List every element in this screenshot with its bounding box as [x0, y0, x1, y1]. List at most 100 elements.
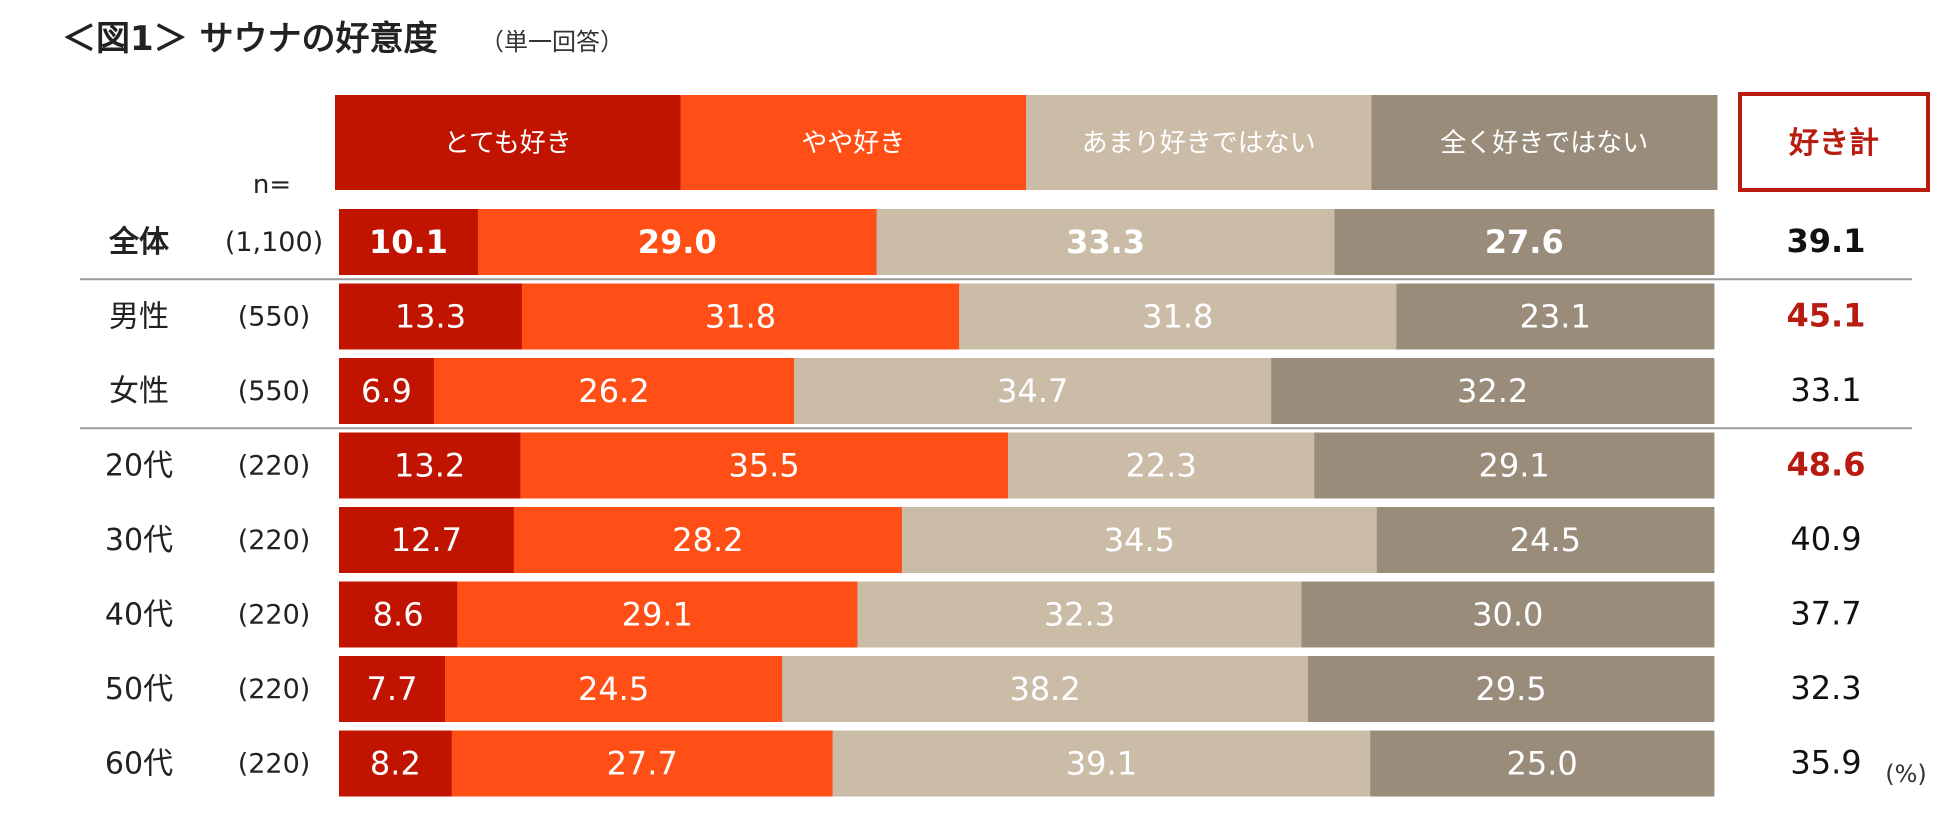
row-total: 48.6: [1787, 446, 1866, 484]
legend-label-4: 全く好きではない: [1440, 129, 1648, 159]
bar-value-label: 29.0: [638, 223, 717, 261]
bar-segment-1: [339, 730, 453, 797]
bar-value-label: 38.2: [1009, 670, 1080, 708]
bar-value-label: 34.7: [997, 372, 1068, 410]
bar-segment-1: [339, 432, 521, 499]
bar-value-label: 35.5: [729, 447, 800, 485]
bar-value-label: 12.7: [391, 521, 462, 559]
bar-value-label: 13.3: [395, 298, 466, 336]
bar-segment-2: [513, 507, 903, 573]
bar-segment-1: [339, 656, 446, 722]
bar-value-label: 31.8: [1142, 298, 1213, 336]
bar-segment-4: [1396, 283, 1715, 350]
bar-value-label: 26.2: [578, 372, 649, 410]
bar-value-label: 32.2: [1457, 372, 1528, 410]
row-total: 35.9: [1790, 744, 1861, 782]
bar-value-label: 24.5: [1510, 521, 1581, 559]
bar-value-label: 32.3: [1044, 596, 1115, 634]
bar-value-label: 6.9: [361, 372, 412, 410]
row-label: 男性: [109, 300, 169, 335]
legend-label-1: とても好き: [444, 129, 572, 159]
bar-value-label: 31.8: [705, 298, 776, 336]
bar-value-label: 10.1: [369, 223, 448, 261]
bar-segment-3: [857, 581, 1302, 648]
bar-value-label: 29.1: [1479, 447, 1550, 485]
row-total: 39.1: [1787, 222, 1866, 260]
bar-segment-2: [477, 209, 878, 275]
row-n: (1,100): [225, 227, 323, 258]
bar-segment-4: [1301, 581, 1715, 648]
total-header-box: [1738, 92, 1930, 192]
row-total: 37.7: [1790, 595, 1861, 633]
row-8: 60代 (220) 8.2 27.7 39.1 25.0 35.9: [105, 730, 1862, 797]
bar-value-label: 8.6: [373, 596, 424, 634]
bar-segment-1: [339, 581, 458, 648]
legend-swatch-4: [1371, 95, 1718, 190]
legend-swatch-1: [335, 95, 681, 190]
row-label: 女性: [109, 374, 169, 409]
bar-value-label: 28.2: [672, 521, 743, 559]
bar-value-label: 27.7: [607, 745, 678, 783]
chart-title: ＜図1＞ サウナの好意度: [62, 19, 438, 59]
chart-rows: 全体 (1,100) 10.1 29.0 33.3 27.6 39.1 男性 (550) 13.3…: [80, 209, 1912, 797]
row-total: 33.1: [1790, 371, 1861, 409]
bar-segment-3: [959, 283, 1397, 350]
row-n: (220): [238, 600, 311, 631]
bar-segment-3: [794, 358, 1272, 424]
bar-segment-2: [520, 432, 1009, 499]
row-label: 40代: [105, 598, 173, 633]
row-label: 50代: [105, 672, 173, 707]
bar-value-label: 25.0: [1507, 745, 1578, 783]
legend-label-3: あまり好きではない: [1082, 129, 1316, 159]
bar-segment-1: [339, 358, 435, 424]
row-n: (220): [238, 451, 311, 482]
row-total: 32.3: [1790, 669, 1861, 707]
row-label: 全体: [108, 225, 170, 260]
bar-segment-1: [339, 283, 523, 350]
row-total: 40.9: [1790, 520, 1861, 558]
bar-segment-4: [1307, 656, 1715, 722]
bar-value-label: 22.3: [1125, 447, 1196, 485]
bar-value-label: 23.1: [1520, 298, 1591, 336]
bar-segment-4: [1334, 209, 1715, 275]
total-header: 好き計: [1788, 126, 1879, 161]
bar-segment-3: [901, 507, 1378, 573]
bar-segment-3: [832, 730, 1371, 797]
bar-segment-2: [521, 283, 960, 350]
bar-value-label: 39.1: [1066, 745, 1137, 783]
bar-segment-4: [1314, 432, 1715, 499]
row-n: (550): [238, 376, 311, 407]
row-n: (220): [238, 749, 311, 780]
bar-value-label: 27.6: [1485, 223, 1564, 261]
row-5: 30代 (220) 12.7 28.2 34.5 24.5 40.9: [105, 507, 1862, 573]
row-label: 30代: [105, 523, 173, 558]
row-label: 60代: [105, 747, 173, 782]
bar-value-label: 13.2: [394, 447, 465, 485]
legend-label-2: やや好き: [801, 129, 905, 159]
unit-label: (%): [1885, 760, 1927, 788]
bar-value-label: 29.5: [1475, 670, 1546, 708]
row-2: 男性 (550) 13.3 31.8 31.8 23.1 45.1: [109, 283, 1866, 350]
bar-segment-3: [782, 656, 1309, 722]
row-3: 女性 (550) 6.9 26.2 34.7 32.2 33.1: [109, 358, 1862, 424]
bar-segment-1: [339, 209, 479, 275]
bar-segment-2: [444, 656, 783, 722]
n-label: n=: [253, 170, 291, 200]
bar-segment-2: [433, 358, 795, 424]
bar-segment-2: [457, 581, 858, 648]
bar-value-label: 30.0: [1472, 596, 1543, 634]
row-total: 45.1: [1787, 297, 1866, 335]
bar-segment-3: [876, 209, 1335, 275]
bar-segment-3: [1007, 432, 1315, 499]
row-4: 20代 (220) 13.2 35.5 22.3 29.1 48.6: [105, 432, 1866, 499]
legend-swatch-2: [680, 95, 1027, 190]
row-n: (220): [238, 525, 311, 556]
bar-value-label: 8.2: [370, 745, 421, 783]
legend-swatch-3: [1026, 95, 1372, 190]
bar-segment-4: [1376, 507, 1715, 573]
bar-value-label: 34.5: [1104, 521, 1175, 559]
row-1: 全体 (1,100) 10.1 29.0 33.3 27.6 39.1: [108, 209, 1865, 275]
bar-value-label: 33.3: [1066, 223, 1145, 261]
bar-value-label: 7.7: [367, 670, 418, 708]
